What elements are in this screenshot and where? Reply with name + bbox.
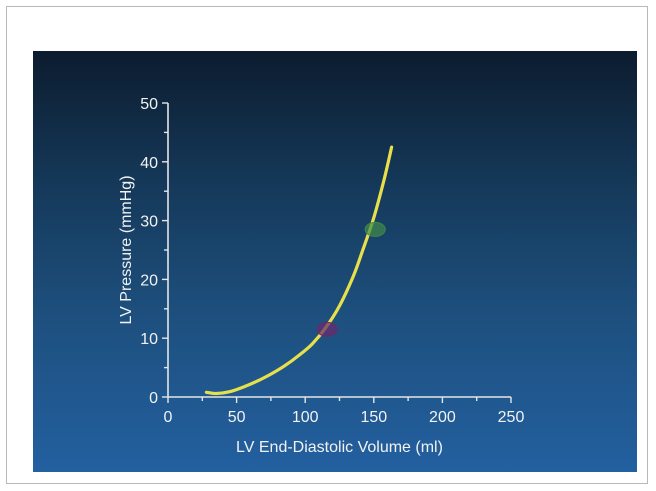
x-tick-label-200: 200 [429,409,456,426]
y-tick-label-40: 40 [140,155,158,172]
y-axis-title: LV Pressure (mmHg) [118,175,135,324]
chart-slide: 0 10 20 30 40 50 0 50 100 150 200 250 LV End-Diasto… [33,51,637,472]
series-layer [204,145,394,396]
ticks: 0 10 20 30 40 50 0 50 100 150 200 250 [140,96,524,426]
y-tick-label-50: 50 [140,96,158,113]
x-tick-label-50: 50 [228,409,246,426]
y-tick-label-20: 20 [140,272,158,289]
markers-layer [316,221,386,337]
y-tick-label-10: 10 [140,331,158,348]
x-tick-label-250: 250 [498,409,525,426]
pressure-volume-chart: 0 10 20 30 40 50 0 50 100 150 200 250 LV End-Diasto… [118,96,524,456]
x-tick-label-0: 0 [164,409,173,426]
x-tick-label-100: 100 [292,409,319,426]
point-marker-1 [364,221,386,237]
axes [167,103,511,398]
series-line-0 [204,145,394,396]
figure-frame: 0 10 20 30 40 50 0 50 100 150 200 250 LV End-Diasto… [6,6,648,484]
y-tick-label-0: 0 [149,390,158,407]
x-axis-title: LV End-Diastolic Volume (ml) [236,439,443,456]
y-tick-label-30: 30 [140,214,158,231]
point-marker-0 [316,321,338,337]
x-tick-label-150: 150 [360,409,387,426]
